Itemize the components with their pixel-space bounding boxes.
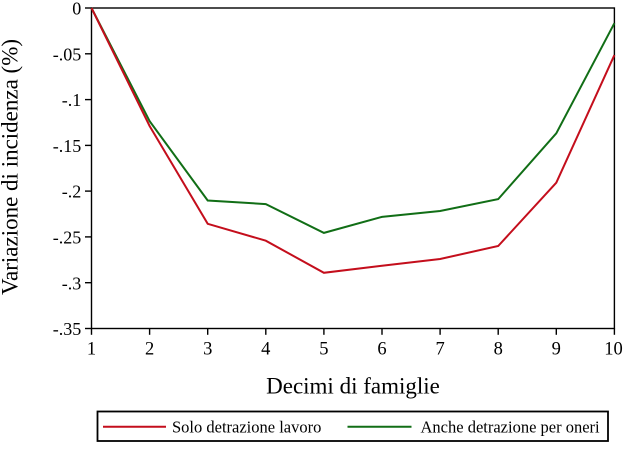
svg-text:-.35: -.35 — [53, 319, 82, 339]
svg-text:4: 4 — [261, 340, 270, 360]
svg-text:Solo detrazione lavoro: Solo detrazione lavoro — [172, 418, 321, 437]
svg-text:5: 5 — [319, 340, 328, 360]
svg-text:6: 6 — [377, 340, 386, 360]
svg-text:Anche detrazione per oneri: Anche detrazione per oneri — [421, 418, 601, 437]
svg-text:-.2: -.2 — [62, 182, 82, 202]
svg-text:-.25: -.25 — [53, 228, 82, 248]
svg-text:-.3: -.3 — [62, 273, 82, 293]
svg-text:7: 7 — [435, 340, 444, 360]
svg-text:0: 0 — [72, 0, 81, 19]
svg-text:-.05: -.05 — [53, 44, 82, 64]
svg-text:-.15: -.15 — [53, 136, 82, 156]
svg-text:9: 9 — [552, 340, 561, 360]
svg-text:10: 10 — [604, 340, 623, 360]
svg-text:-.1: -.1 — [62, 90, 82, 110]
svg-text:Decimi di famiglie: Decimi di famiglie — [266, 374, 440, 399]
svg-text:3: 3 — [203, 340, 212, 360]
svg-text:1: 1 — [87, 340, 96, 360]
svg-text:8: 8 — [494, 340, 503, 360]
svg-text:Variazione di incidenza (%): Variazione di incidenza (%) — [0, 39, 23, 295]
svg-text:2: 2 — [145, 340, 154, 360]
